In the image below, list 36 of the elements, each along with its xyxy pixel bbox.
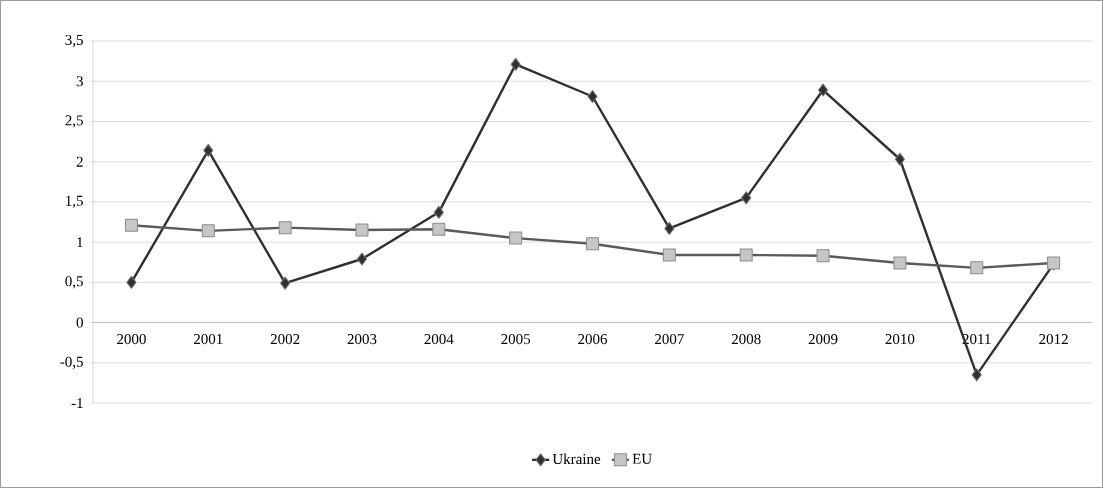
point — [818, 83, 829, 97]
y-tick-label: -0,5 — [60, 356, 83, 369]
legend-label: EU — [632, 453, 652, 464]
y-tick-label: -1 — [71, 398, 83, 408]
y-tick-label: 0 — [76, 317, 83, 328]
point — [587, 90, 598, 103]
x-tick-label: 2009 — [808, 334, 838, 345]
point — [126, 275, 137, 289]
point — [203, 143, 214, 157]
x-tick-label: 2012 — [1039, 334, 1068, 345]
x-tick-label: 2006 — [578, 334, 608, 345]
y-tick-label: 2 — [76, 156, 83, 167]
point — [894, 152, 905, 166]
point — [280, 276, 291, 290]
y-tick-label: 0,5 — [65, 276, 83, 289]
y-tick-label: 3,5 — [65, 34, 83, 48]
x-tick-label: 2008 — [731, 334, 761, 345]
x-tick-label: 2003 — [347, 334, 377, 345]
x-tick-label: 2004 — [424, 334, 454, 345]
x-tick-label: 2010 — [885, 334, 915, 345]
x-tick-label: 2007 — [655, 334, 684, 345]
point — [741, 191, 752, 205]
x-tick-label: 2005 — [501, 334, 531, 345]
point — [356, 252, 367, 266]
x-tick-label: 2002 — [270, 334, 300, 345]
y-tick-label: 1,5 — [66, 195, 83, 208]
y-tick-label: 3 — [76, 76, 83, 87]
y-tick-label: 1 — [77, 237, 83, 248]
point — [433, 205, 444, 219]
x-tick-label: 2000 — [117, 334, 146, 345]
legend-label: Ukraine — [552, 453, 601, 465]
y-tick-label: 2,5 — [65, 115, 83, 128]
x-tick-label: 2001 — [193, 334, 223, 345]
point — [510, 57, 521, 71]
point — [971, 368, 982, 382]
point — [664, 221, 675, 235]
